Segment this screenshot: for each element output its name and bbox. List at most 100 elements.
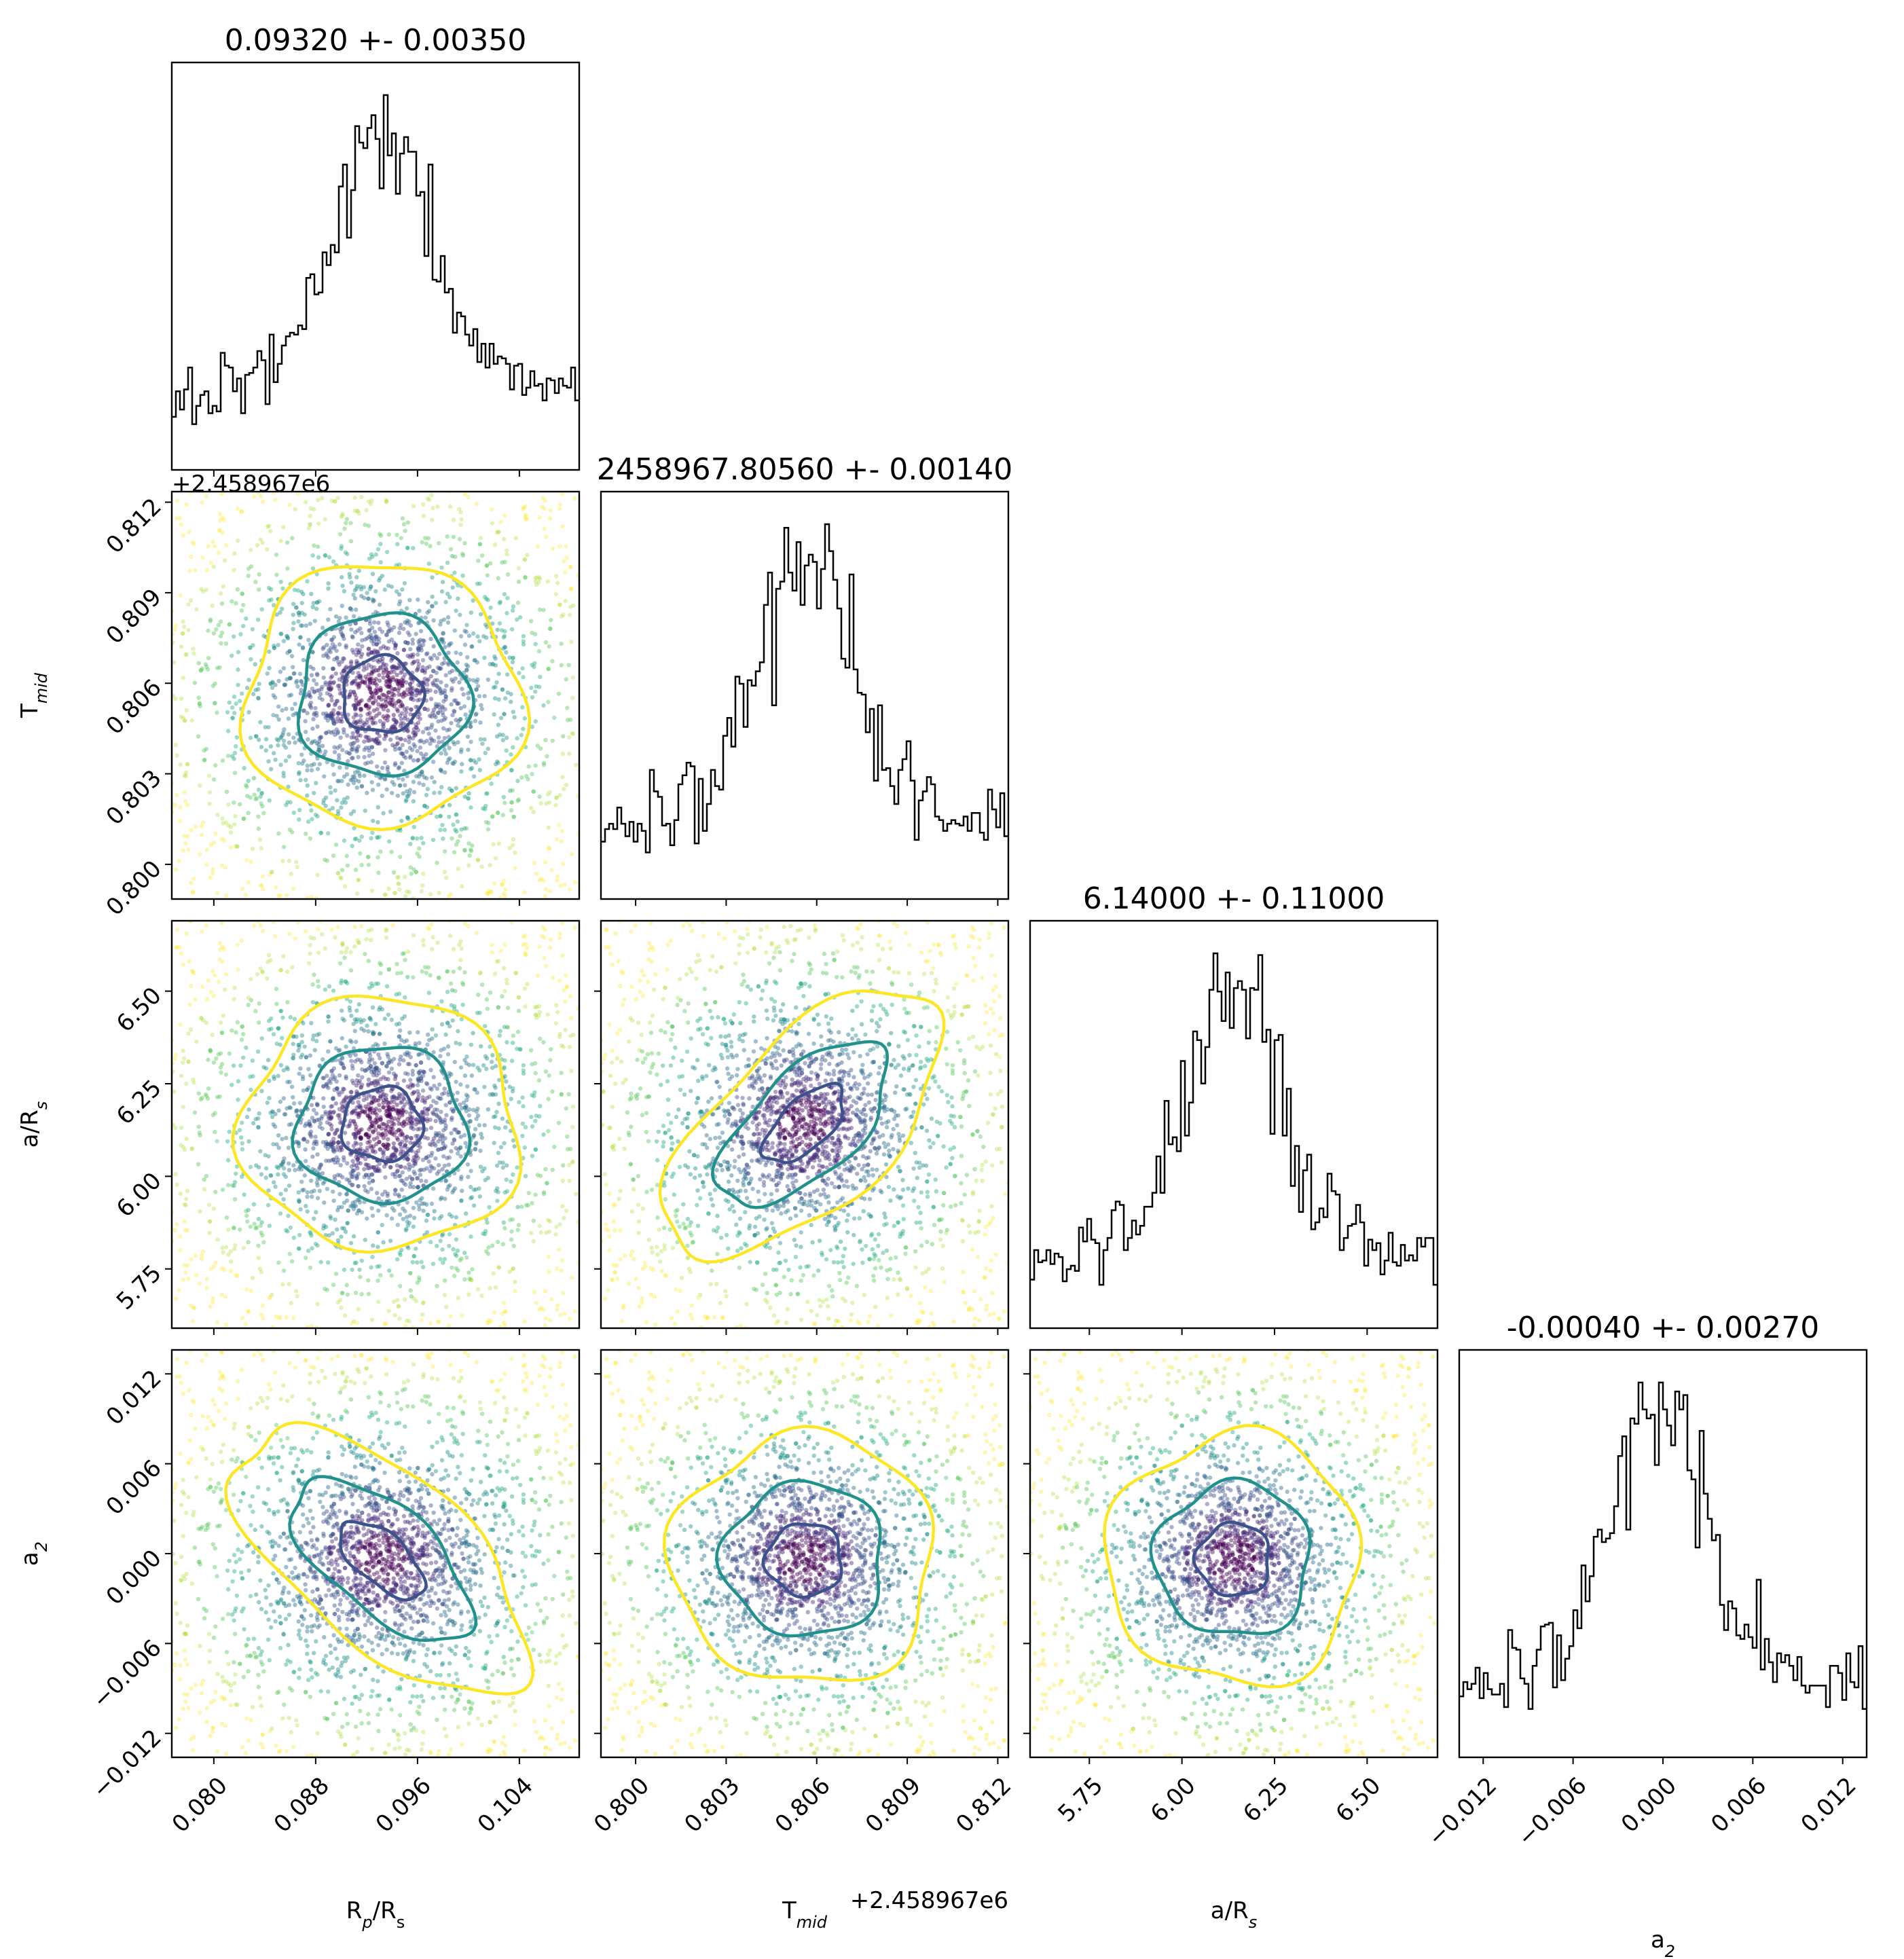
sample-point	[511, 1138, 515, 1143]
sample-point	[439, 1233, 445, 1238]
sample-point	[282, 1112, 287, 1117]
sample-point	[557, 1031, 562, 1037]
sample-point	[443, 1123, 448, 1129]
sample-point	[380, 659, 384, 664]
sample-point	[367, 627, 372, 633]
sample-point	[533, 1071, 538, 1076]
sample-point	[376, 1080, 380, 1085]
sample-point	[513, 970, 518, 976]
sample-point	[363, 703, 369, 708]
sample-point	[267, 1078, 272, 1083]
sample-point	[328, 650, 333, 655]
sample-point	[402, 1119, 407, 1124]
sample-point	[315, 1152, 320, 1157]
sample-point	[498, 519, 503, 524]
sample-point	[259, 1230, 263, 1235]
sample-point	[493, 1085, 498, 1091]
sample-point	[200, 824, 204, 828]
sample-point	[424, 541, 428, 546]
sample-point	[496, 672, 501, 676]
sample-point	[342, 1155, 346, 1160]
sample-point	[442, 1278, 447, 1283]
sample-point	[256, 814, 261, 819]
sample-point	[310, 1116, 315, 1120]
sample-point	[329, 498, 334, 503]
sample-point	[308, 506, 314, 511]
sample-point	[515, 799, 520, 803]
sample-point	[236, 538, 240, 543]
sample-point	[185, 803, 190, 807]
sample-point	[356, 1073, 361, 1078]
sample-point	[534, 583, 539, 587]
sample-point	[468, 724, 473, 729]
sample-point	[432, 1209, 437, 1213]
sample-point	[531, 809, 536, 815]
sample-point	[318, 830, 323, 835]
sample-point	[369, 745, 375, 750]
sample-point	[301, 1137, 306, 1141]
sample-point	[352, 740, 356, 746]
sample-point	[390, 675, 395, 680]
sample-point	[564, 677, 568, 682]
sample-point	[537, 515, 542, 520]
sample-point	[425, 689, 430, 694]
sample-point	[301, 1088, 306, 1093]
sample-point	[443, 1196, 447, 1201]
sample-point	[399, 1129, 403, 1133]
sample-point	[417, 1040, 422, 1046]
sample-point	[373, 1150, 378, 1154]
sample-point	[344, 1283, 349, 1287]
sample-point	[478, 1148, 483, 1153]
sample-point	[350, 634, 354, 639]
sample-point	[307, 690, 312, 695]
sample-point	[344, 1074, 348, 1079]
sample-point	[256, 1243, 261, 1248]
sample-point	[189, 1303, 194, 1308]
sample-point	[357, 838, 362, 843]
sample-point	[399, 1099, 404, 1104]
sample-point	[334, 719, 340, 724]
sample-point	[274, 987, 279, 991]
sample-point	[532, 1005, 538, 1010]
sample-point	[267, 1096, 272, 1101]
sample-point	[350, 1201, 355, 1205]
sample-point	[328, 714, 333, 719]
sample-point	[238, 1227, 242, 1232]
sample-point	[291, 886, 296, 891]
sample-point	[240, 1024, 244, 1029]
sample-point	[349, 1089, 354, 1095]
sample-point	[536, 580, 541, 585]
sample-point	[369, 1265, 373, 1270]
sample-point	[369, 651, 374, 655]
sample-point	[312, 507, 316, 512]
sample-point	[401, 1058, 406, 1063]
sample-point	[331, 1140, 336, 1146]
sample-point	[399, 682, 405, 686]
sample-point	[266, 759, 271, 764]
sample-point	[480, 1169, 485, 1174]
sample-point	[392, 1057, 397, 1061]
sample-point	[312, 1168, 317, 1173]
sample-point	[501, 1301, 506, 1306]
sample-point	[484, 1056, 490, 1061]
sample-point	[358, 1135, 363, 1140]
sample-point	[471, 1133, 477, 1138]
sample-point	[354, 659, 359, 663]
sample-point	[407, 746, 412, 750]
sample-point	[365, 636, 370, 641]
sample-point	[376, 782, 381, 787]
sample-point	[200, 1249, 206, 1254]
sample-point	[474, 687, 479, 692]
sample-point	[270, 870, 274, 875]
sample-point	[335, 1127, 340, 1133]
sample-point	[411, 546, 416, 551]
sample-point	[348, 606, 352, 611]
sample-point	[241, 1055, 246, 1060]
sample-point	[405, 729, 410, 734]
sample-point	[352, 495, 357, 500]
sample-point	[350, 1066, 355, 1071]
sample-point	[501, 794, 506, 800]
sample-point	[219, 1292, 224, 1297]
sample-point	[407, 598, 412, 602]
sample-point	[353, 1290, 359, 1296]
